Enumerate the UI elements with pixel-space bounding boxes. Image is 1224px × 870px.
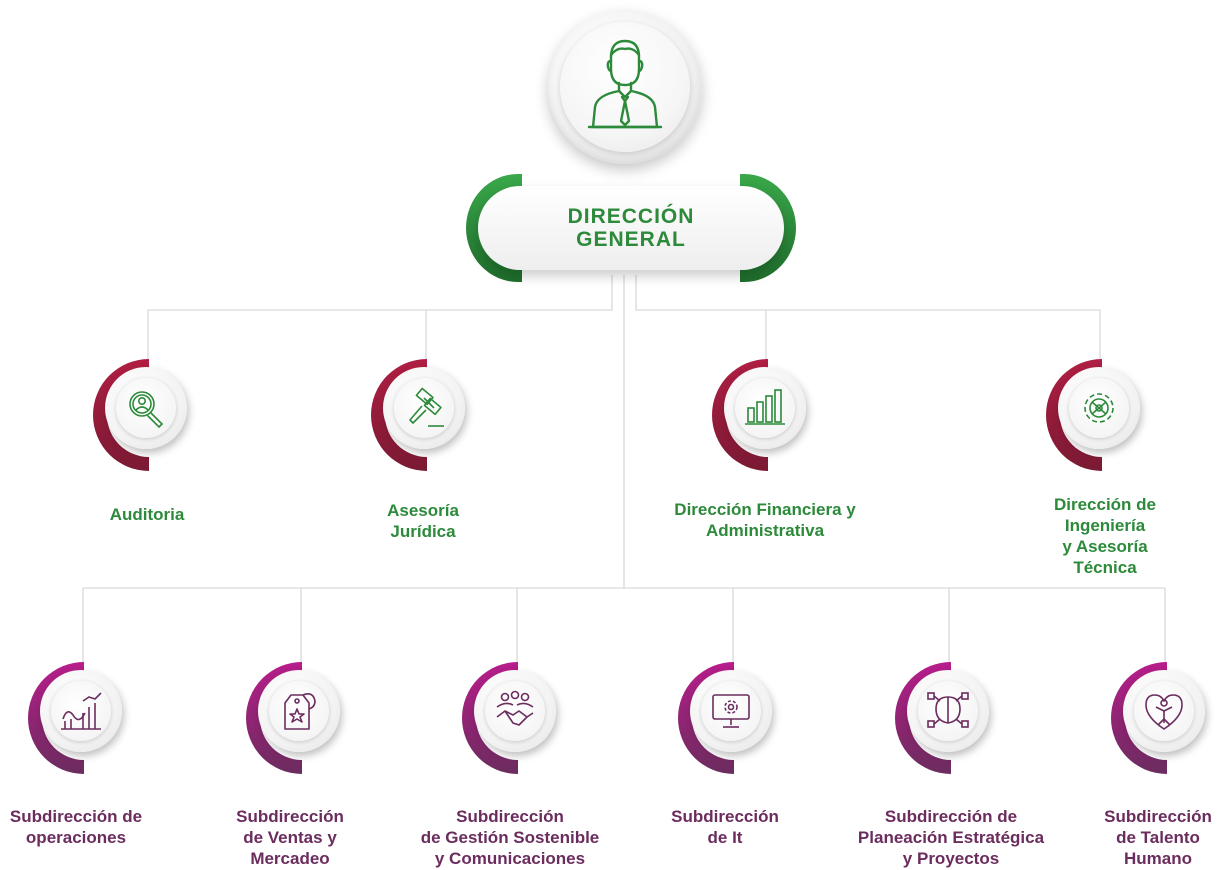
level2-node-2 — [712, 359, 812, 471]
level2-node-3 — [1046, 359, 1146, 471]
level3-node-4 — [895, 662, 995, 774]
handshake-team-icon — [496, 690, 534, 726]
operations-chart-icon — [61, 692, 102, 730]
person-tie-icon — [587, 39, 663, 129]
label-direccion-ingenieria: Dirección de Ingeniería y Asesoría Técni… — [1053, 495, 1157, 577]
node-disc — [724, 367, 806, 449]
label-subdireccion-talento: Subdirección de Talento Humano — [1104, 807, 1212, 868]
node-ring — [28, 662, 84, 774]
pill-label-box: DIRECCIÓN GENERAL — [478, 186, 784, 270]
node-ring — [678, 662, 734, 774]
label-subdireccion-it: Subdirección de It — [671, 807, 779, 847]
node-ring — [93, 359, 149, 471]
level3-node-3 — [678, 662, 778, 774]
label-subdireccion-ventas: Subdirección de Ventas y Mercadeo — [236, 807, 344, 868]
node-ring — [712, 359, 768, 471]
connector-auditoria — [147, 275, 613, 362]
node-disc — [40, 670, 122, 752]
node-disc — [258, 670, 340, 752]
node-disc — [1123, 670, 1205, 752]
strategy-brain-icon — [927, 692, 969, 728]
node-ring — [246, 662, 302, 774]
node-disc — [105, 367, 187, 449]
audit-magnifier-icon — [129, 391, 164, 429]
node-ring — [1111, 662, 1167, 774]
node-disc — [690, 670, 772, 752]
level3-node-2 — [462, 662, 562, 774]
node-disc — [474, 670, 556, 752]
level2-node-1 — [371, 359, 471, 471]
label-subdireccion-operaciones: Subdirección de operaciones — [9, 807, 143, 847]
label-direccion-financiera: Dirección Financiera y Administrativa — [674, 500, 856, 540]
level2-node-0 — [93, 359, 193, 471]
node-ring — [371, 359, 427, 471]
bar-chart-icon — [745, 389, 785, 425]
label-subdireccion-sostenible: Subdirección de Gestión Sostenible y Com… — [420, 807, 600, 868]
node-ring — [895, 662, 951, 774]
level3-node-1 — [246, 662, 346, 774]
node-disc — [383, 367, 465, 449]
node-disc — [907, 670, 989, 752]
label-asesoria-juridica: Asesoría Jurídica — [387, 501, 459, 541]
monitor-gear-icon — [712, 694, 750, 728]
heart-person-icon — [1145, 694, 1183, 730]
connector-ingenieria — [635, 275, 1101, 362]
node-disc — [1058, 367, 1140, 449]
label-auditoria: Auditoria — [109, 505, 185, 524]
price-tag-star-icon — [284, 693, 316, 730]
node-ring — [1046, 359, 1102, 471]
node-ring — [462, 662, 518, 774]
gears-icon — [1084, 393, 1114, 423]
level3-node-5 — [1111, 662, 1211, 774]
root-avatar — [548, 10, 702, 164]
root-title: DIRECCIÓN GENERAL — [567, 205, 695, 251]
gavel-icon — [409, 387, 444, 427]
label-subdireccion-planeacion: Subdirección de Planeación Estratégica y… — [857, 807, 1045, 868]
level3-node-0 — [28, 662, 128, 774]
root-node: DIRECCIÓN GENERAL — [466, 172, 796, 284]
